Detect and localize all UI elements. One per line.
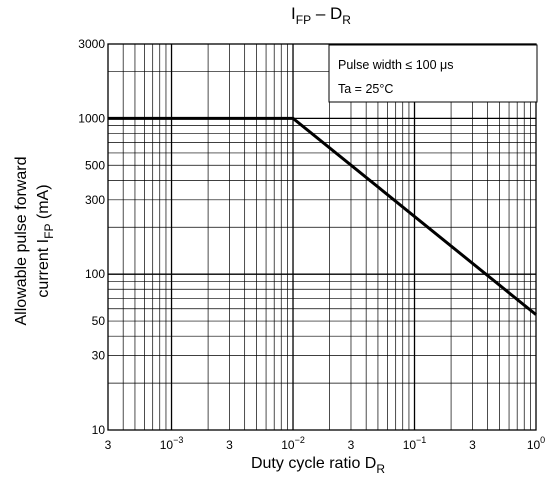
x-tick-label: 10−3 — [160, 435, 184, 452]
y-axis-label-line2-subscript: FP — [42, 224, 56, 239]
x-tick-base: 10 — [160, 438, 174, 452]
x-tick-label: 100 — [527, 435, 545, 452]
title-variable: D — [330, 4, 342, 23]
y-tick-label: 30 — [92, 349, 106, 363]
derating-curve — [108, 116, 537, 316]
x-tick-labels: 3 10−3 3 10−2 3 10−1 3 100 — [105, 435, 546, 452]
y-tick-label: 300 — [85, 193, 105, 207]
condition-legend-box: Pulse width ≤ 100 μs Ta = 25°C — [328, 44, 538, 103]
ambient-temp-note: Ta = 25°C — [338, 82, 393, 96]
condition-box-frame — [328, 44, 538, 103]
chart-title: IFP – DR — [291, 4, 351, 27]
x-tick-exponent: 0 — [540, 435, 545, 445]
x-tick-exponent: −1 — [416, 435, 426, 445]
minor-gridlines — [108, 44, 536, 430]
x-tick-base: 10 — [527, 438, 541, 452]
x-tick-exponent: −3 — [173, 435, 183, 445]
x-tick-label: 3 — [348, 438, 355, 452]
major-gridlines — [108, 44, 536, 430]
y-tick-label: 1000 — [78, 111, 105, 125]
title-main: I — [291, 4, 296, 23]
y-axis-label: Allowable pulse forward current IFP (mA) — [13, 157, 56, 326]
y-axis-label-line2: current IFP (mA) — [35, 184, 56, 297]
series-group — [108, 116, 537, 316]
pulse-width-note: Pulse width ≤ 100 μs — [338, 58, 454, 72]
x-axis-label-subscript: R — [376, 462, 385, 476]
y-tick-label: 500 — [85, 158, 105, 172]
y-axis-label-line2-text: current I — [35, 239, 52, 298]
x-axis-label-text: Duty cycle ratio D — [251, 455, 376, 472]
y-tick-label: 3000 — [78, 37, 105, 51]
title-separator: – — [311, 4, 330, 23]
x-tick-exponent: −2 — [295, 435, 305, 445]
title-variable-subscript: R — [342, 13, 351, 27]
y-axis-label-line2-unit: (mA) — [35, 184, 52, 223]
y-tick-label: 10 — [92, 423, 106, 437]
plot-area — [107, 43, 537, 431]
title-main-subscript: FP — [296, 13, 311, 27]
x-tick-base: 10 — [281, 438, 295, 452]
x-tick-label: 3 — [105, 438, 112, 452]
x-tick-base: 10 — [403, 438, 417, 452]
y-axis-label-line1: Allowable pulse forward — [13, 157, 30, 326]
y-tick-label: 100 — [85, 267, 105, 281]
x-tick-label: 10−1 — [403, 435, 427, 452]
plot-frame — [107, 43, 537, 431]
y-tick-labels: 10 30 50 100 300 500 1000 3000 — [78, 37, 105, 437]
x-tick-label: 3 — [226, 438, 233, 452]
x-tick-label: 3 — [469, 438, 476, 452]
x-axis-label: Duty cycle ratio DR — [251, 455, 385, 476]
y-tick-label: 50 — [92, 314, 106, 328]
x-tick-label: 10−2 — [281, 435, 305, 452]
